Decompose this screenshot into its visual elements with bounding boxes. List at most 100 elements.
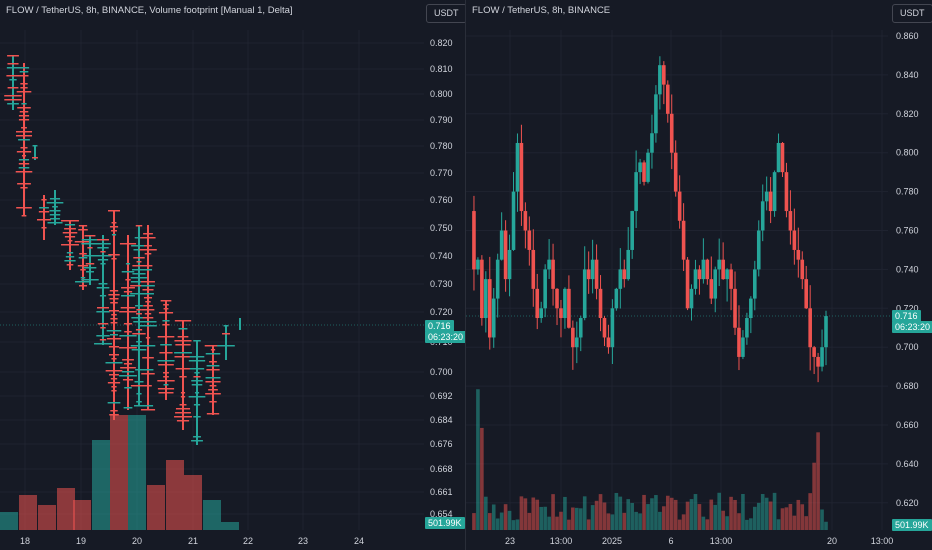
footprint-cell <box>144 313 152 315</box>
footprint-cell <box>7 103 19 105</box>
right-volume-bar <box>487 513 492 530</box>
right-volume-bar <box>796 499 801 530</box>
right-volume-bar <box>816 432 820 530</box>
candlestick-chart-canvas[interactable]: 0.860 0.840 0.820 0.800 0.780 0.760 0.740 0.720… <box>466 0 932 550</box>
footprint-cell <box>206 365 220 367</box>
footprint-cell <box>108 254 120 256</box>
candle-body <box>733 288 737 328</box>
candle-body <box>713 269 718 299</box>
left-volume-tag: 501.99K <box>425 517 465 529</box>
footprint-cell <box>81 243 99 245</box>
footprint-cell <box>111 358 117 360</box>
footprint-cell <box>125 263 131 265</box>
footprint-cell <box>160 344 172 346</box>
right-volume-bar <box>571 507 575 530</box>
left-price-tick: 0.700 <box>430 367 453 377</box>
footprint-cell <box>95 243 111 245</box>
footprint-cell <box>140 345 156 347</box>
footprint-cell <box>210 349 216 351</box>
candle-body <box>507 249 512 280</box>
candle-body <box>780 142 785 173</box>
footprint-cell <box>139 321 157 323</box>
footprint-cell <box>143 297 153 299</box>
footprint-cell <box>109 414 119 416</box>
candle-body <box>642 162 646 182</box>
pane-divider[interactable] <box>465 0 466 550</box>
candlestick-chart-pane[interactable]: 0.860 0.840 0.820 0.800 0.780 0.760 0.740 0.720… <box>466 0 932 550</box>
right-volume-bar <box>673 499 678 530</box>
footprint-cell <box>136 313 142 315</box>
right-volume-bar <box>567 519 571 530</box>
candle-body <box>555 288 559 309</box>
footprint-cell <box>41 227 47 229</box>
footprint-cell <box>87 247 93 249</box>
footprint-cell <box>163 304 169 306</box>
footprint-chart-pane[interactable]: 0.820 0.810 0.800 0.790 0.780 0.770 0.760 0.750… <box>0 0 467 550</box>
footprint-cell <box>141 373 155 375</box>
candle-body <box>792 230 797 250</box>
left-price-tick: 0.800 <box>430 89 453 99</box>
footprint-cell <box>97 247 109 249</box>
left-currency-button[interactable]: USDT <box>426 4 467 23</box>
footprint-cell <box>19 71 29 73</box>
footprint-cell <box>175 408 191 410</box>
footprint-cell <box>174 340 192 342</box>
footprint-cell <box>99 339 107 341</box>
candle-body <box>760 201 765 231</box>
footprint-cell <box>130 293 148 295</box>
right-volume-bar <box>555 516 559 530</box>
right-price-tick: 0.820 <box>896 109 919 119</box>
footprint-cell <box>134 237 144 239</box>
footprint-cell <box>110 378 118 380</box>
footprint-cell <box>20 87 28 89</box>
candle-body <box>820 347 824 367</box>
right-volume-bar <box>705 519 710 530</box>
footprint-cell <box>136 393 142 395</box>
footprint-cell <box>108 294 120 296</box>
right-currency-button[interactable]: USDT <box>892 4 932 23</box>
right-price-tick: 0.640 <box>896 459 919 469</box>
footprint-cell <box>157 388 175 390</box>
footprint-cell <box>136 309 142 311</box>
right-volume-bar <box>824 521 828 530</box>
footprint-cell <box>50 218 60 220</box>
footprint-cell <box>64 224 76 226</box>
candle-body <box>484 279 488 319</box>
footprint-cell <box>191 384 203 386</box>
right-volume-tag: 501.99K <box>892 519 932 531</box>
footprint-cell <box>110 318 118 320</box>
footprint-cell <box>7 55 19 57</box>
right-volume-bar <box>804 516 809 530</box>
footprint-cell <box>119 311 137 313</box>
right-time-tick: 23 <box>505 536 515 546</box>
footprint-cell <box>123 291 133 293</box>
right-price-tick: 0.860 <box>896 31 919 41</box>
footprint-chart-canvas[interactable]: 0.820 0.810 0.800 0.790 0.780 0.770 0.760 0.750… <box>0 0 465 550</box>
footprint-cell <box>188 396 206 398</box>
left-volume-bar <box>92 440 110 530</box>
footprint-cell <box>205 353 221 355</box>
right-volume-bar <box>594 500 599 530</box>
candle-body <box>575 337 579 348</box>
footprint-cell <box>160 300 172 302</box>
footprint-cell <box>162 324 170 326</box>
footprint-cell <box>121 287 135 289</box>
footprint-cell <box>97 259 109 261</box>
footprint-cell <box>4 99 22 101</box>
left-price-tick: 0.790 <box>430 115 453 125</box>
candle-body <box>610 308 615 348</box>
left-price-tick: 0.740 <box>430 251 453 261</box>
footprint-cell <box>191 440 203 442</box>
footprint-cell <box>175 368 191 370</box>
footprint-cell <box>119 335 137 337</box>
footprint-cell <box>178 328 188 330</box>
candle-body <box>495 259 500 299</box>
footprint-cell <box>180 392 186 394</box>
footprint-cell <box>141 309 155 311</box>
candle-body <box>618 269 623 289</box>
right-volume-bar <box>662 506 666 530</box>
footprint-cell <box>193 340 201 342</box>
footprint-cell <box>21 103 27 105</box>
left-price-tick: 0.730 <box>430 279 453 289</box>
candle-body <box>756 230 761 270</box>
